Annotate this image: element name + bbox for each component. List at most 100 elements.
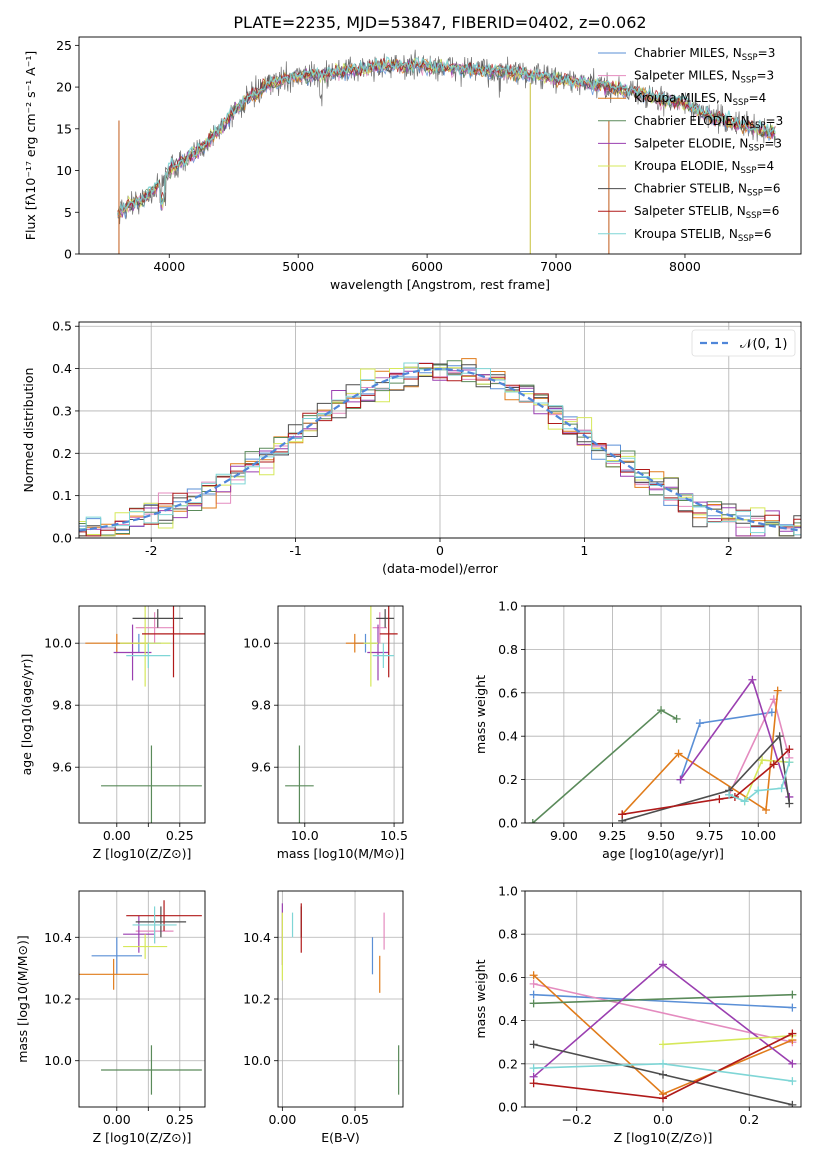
plot-frame: [78, 890, 206, 1108]
x-axis-label: age [log10(age/yr)]: [602, 846, 724, 861]
y-axis-label: Normed distribution: [21, 368, 36, 493]
age-vs-metallicity-panel: 0.00 0.25 9.6 9.8 10.0 Z [log10(Z/Z⊙)] age [lo…: [19, 605, 206, 861]
weight-marker: [769, 760, 778, 769]
y-tick-label: 9.6: [52, 760, 72, 775]
y-tick-label: 15: [56, 121, 72, 136]
x-tick-label: 4000: [153, 259, 185, 274]
errorbar-point: [135, 906, 187, 938]
weight-marker: [659, 1040, 667, 1049]
y-tick-label: 0.6: [498, 685, 518, 700]
plot-area: [85, 606, 205, 823]
y-tick-label: 0.2: [498, 772, 518, 787]
weight-line-salpeter-stelib: [622, 748, 790, 816]
y-tick-label: 10.2: [243, 992, 271, 1007]
x-axis-label: E(B-V): [321, 1130, 360, 1145]
y-tick-label: 10.0: [44, 1053, 72, 1068]
figure-title: PLATE=2235, MJD=53847, FIBERID=0402, z=0…: [233, 13, 646, 32]
weight-marker: [773, 686, 782, 695]
errorbar-point: [376, 609, 395, 628]
y-tick-label: 10.4: [44, 930, 72, 945]
legend-entry: Chabrier MILES, NSSP=3: [634, 46, 775, 63]
y-tick-label: 0.2: [52, 446, 72, 461]
errorbar-point: [372, 643, 395, 668]
y-tick-label: 0.5: [52, 319, 72, 334]
legend-entry: Kroupa ELODIE, NSSP=4: [634, 159, 774, 176]
legend-entry: Kroupa STELIB, NSSP=6: [634, 227, 772, 244]
x-tick-label: 7000: [540, 259, 572, 274]
x-tick-label: 9.25: [599, 828, 627, 843]
plot-area: [281, 903, 400, 1095]
errorbar-point: [345, 633, 364, 653]
weight-marker: [618, 810, 627, 819]
weight-marker: [695, 719, 704, 728]
y-tick-label: 0.4: [498, 729, 518, 744]
y-tick-label: 0: [64, 247, 72, 262]
weight-marker: [767, 708, 776, 717]
spectrum-panel: 4000 5000 6000 7000 8000 0 5 10 15 20 25 wavelength…: [23, 36, 802, 292]
errorbar-point: [363, 606, 378, 687]
age-vs-mass-panel: 10.0 10.5 9.6 9.8 10.0 mass [log10(M/M⊙)]: [243, 605, 408, 861]
y-tick-label: 5: [64, 205, 72, 220]
weight-marker: [788, 1003, 797, 1012]
y-axis-label: Flux [fλ10⁻¹⁷ erg cm⁻² s⁻¹ A⁻¹]: [23, 51, 38, 240]
errorbar-point: [123, 915, 155, 953]
errorbar-point: [132, 906, 177, 944]
weight-vs-metallicity-panel: −0.2 0.0 0.2 0.0 0.2 0.4 0.6 0.8 1.0 Z [log10(Z/Z…: [473, 884, 802, 1145]
errorbar-point: [123, 934, 168, 959]
weight-marker: [529, 990, 538, 999]
x-tick-label: 9.50: [647, 828, 675, 843]
y-tick-label: 25: [56, 38, 72, 53]
legend-entry: Salpeter ELODIE, NSSP=3: [634, 136, 782, 153]
weight-line-chabrier-elodie: [532, 709, 677, 823]
y-axis-label: mass weight: [473, 675, 488, 754]
weight-marker: [528, 819, 537, 823]
y-tick-label: 0.0: [498, 816, 518, 831]
x-tick-label: -1: [289, 543, 301, 558]
y-tick-label: 0.0: [52, 531, 72, 546]
errorbar-point: [79, 958, 149, 990]
x-tick-label: 2: [725, 543, 733, 558]
y-tick-label: 10.2: [44, 992, 72, 1007]
errorbar-point: [132, 609, 183, 628]
legend-entry: 𝒩(0, 1): [740, 337, 787, 352]
plot-area: [117, 49, 776, 254]
plot-area: [79, 358, 801, 537]
weight-line-salpeter-miles: [533, 983, 793, 1043]
plot-area: [529, 960, 797, 1107]
x-tick-label: 1: [580, 543, 588, 558]
weight-line-chabrier-elodie: [533, 993, 793, 1005]
gaussian-curve: [79, 367, 801, 532]
weight-marker: [659, 960, 667, 969]
weight-marker: [775, 732, 784, 741]
errorbar-point: [101, 1045, 202, 1095]
weight-marker: [672, 714, 681, 723]
y-tick-label: 9.8: [52, 698, 72, 713]
weight-line-kroupa-miles: [621, 690, 779, 815]
histogram-chabrier-elodie: [79, 360, 801, 537]
x-axis-label: Z [log10(Z/Z⊙)]: [93, 1130, 192, 1145]
model-spectrum-kroupa-stelib: [117, 56, 776, 216]
weight-marker: [659, 1070, 667, 1079]
y-tick-label: 0.4: [52, 361, 72, 376]
x-axis-label: (data-model)/error: [382, 561, 499, 576]
x-tick-label: −0.2: [562, 1112, 592, 1127]
weight-marker: [529, 1040, 538, 1049]
errorbar-point: [113, 624, 152, 681]
y-tick-label: 0.8: [498, 927, 518, 942]
weight-marker: [788, 1059, 797, 1068]
errorbar-point: [285, 745, 314, 823]
weight-marker: [529, 979, 538, 988]
weight-marker: [785, 745, 794, 754]
y-tick-label: 0.0: [498, 1100, 518, 1115]
plot-frame: [78, 321, 802, 539]
weight-marker: [725, 790, 734, 799]
y-tick-label: 0.1: [52, 488, 72, 503]
errorbar-point: [126, 643, 171, 668]
y-tick-label: 10.0: [243, 1053, 271, 1068]
x-tick-label: 10.00: [740, 828, 776, 843]
errorbar-point: [126, 900, 202, 932]
y-tick-label: 1.0: [498, 599, 518, 614]
weight-marker: [529, 1064, 538, 1073]
x-tick-label: 9.75: [696, 828, 724, 843]
legend-entry: Salpeter MILES, NSSP=3: [634, 69, 774, 86]
